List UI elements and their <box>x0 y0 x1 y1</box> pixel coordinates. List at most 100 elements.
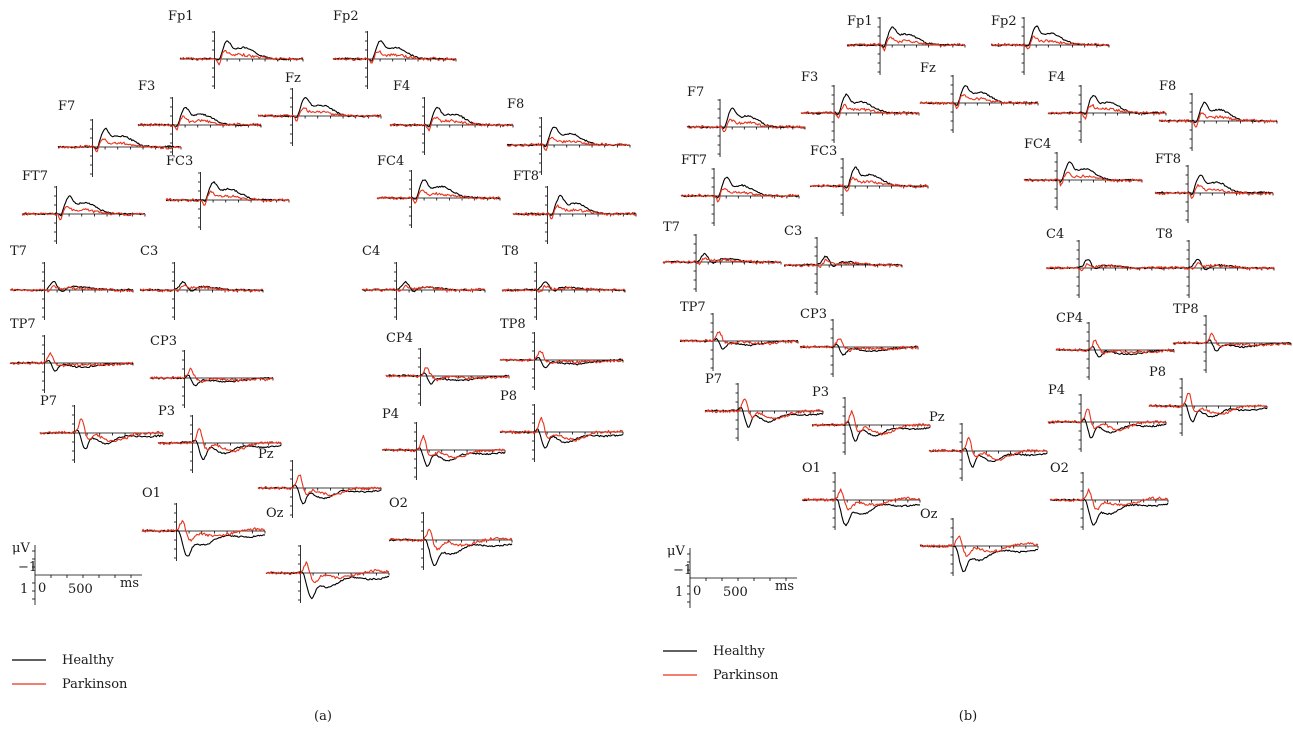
parkinson-trace-p8 <box>499 416 624 442</box>
healthy-trace-tp7 <box>680 337 799 350</box>
channel-label-p7: P7 <box>40 394 57 409</box>
healthy-trace-fp2 <box>332 40 457 62</box>
channel-o2: O2 <box>388 496 513 570</box>
channel-label-f7: F7 <box>687 85 704 100</box>
channel-p3: P3 <box>811 385 931 455</box>
parkinson-trace-cp3 <box>799 338 919 353</box>
channel-label-fc3: FC3 <box>166 154 193 169</box>
panel-a: Fp1 Fp2 Fz F3 F4 F7 F8 FC3 FC4 FT7 FT8 T7 C3 C4 T8 TP7 C… <box>9 9 637 724</box>
healthy-trace-tp7 <box>9 359 134 372</box>
healthy-trace-o1 <box>801 498 921 527</box>
healthy-trace-fp1 <box>179 40 304 61</box>
channel-cp3: CP3 <box>149 334 274 408</box>
channel-cp4: CP4 <box>385 331 510 406</box>
channel-label-pz: Pz <box>258 447 274 462</box>
healthy-trace-f3 <box>137 106 262 128</box>
channel-label-f7: F7 <box>58 99 75 114</box>
channel-p4: P4 <box>1047 383 1167 452</box>
parkinson-trace-fz <box>919 94 1039 110</box>
channel-c3: C3 <box>139 244 264 320</box>
channel-fc4: FC4 <box>376 154 501 228</box>
parkinson-trace-fc4 <box>1023 171 1143 187</box>
channel-ft7: FT7 <box>21 169 146 244</box>
channel-label-ft7: FT7 <box>22 169 48 184</box>
parkinson-trace-p7 <box>39 418 164 443</box>
parkinson-trace-fc4 <box>376 189 501 204</box>
channel-label-fc4: FC4 <box>377 154 404 169</box>
channel-label-fp2: Fp2 <box>991 14 1017 29</box>
healthy-trace-f3 <box>800 93 920 116</box>
healthy-trace-fc4 <box>1023 161 1143 183</box>
healthy-trace-ft7 <box>21 195 146 217</box>
channel-tp7: TP7 <box>9 317 134 393</box>
channel-label-f4: F4 <box>393 79 410 94</box>
scale-tick-y-upper: −1 <box>18 560 37 575</box>
channel-cp4: CP4 <box>1055 311 1175 380</box>
healthy-trace-ft8 <box>512 194 637 216</box>
channel-oz: Oz <box>265 506 390 603</box>
scale-bar: μV −1 1 0 500 ms <box>12 541 142 605</box>
parkinson-trace-p3 <box>157 428 282 453</box>
scale-tick-x-start: 0 <box>693 584 701 599</box>
channel-c3: C3 <box>783 224 903 295</box>
channel-label-fp2: Fp2 <box>333 9 359 24</box>
parkinson-trace-fp1 <box>846 36 965 52</box>
channel-o2: O2 <box>1049 461 1169 530</box>
parkinson-trace-p7 <box>704 398 824 420</box>
channel-label-cp3: CP3 <box>150 334 177 349</box>
channel-p3: P3 <box>157 404 282 473</box>
parkinson-trace-fp1 <box>179 50 304 66</box>
parkinson-trace-c4 <box>361 284 486 292</box>
channel-label-pz: Pz <box>929 410 945 425</box>
channel-p8: P8 <box>499 389 624 462</box>
parkinson-trace-f8 <box>1158 112 1278 128</box>
channel-label-c3: C3 <box>140 244 158 259</box>
scale-tick-x-mid: 500 <box>68 582 93 597</box>
parkinson-trace-f7 <box>686 118 806 133</box>
channel-label-fc3: FC3 <box>810 144 837 159</box>
channel-label-cp4: CP4 <box>386 331 413 346</box>
parkinson-trace-ft7 <box>680 187 800 203</box>
channel-t7: T7 <box>662 220 782 292</box>
channel-label-o2: O2 <box>1050 461 1069 476</box>
channel-label-o1: O1 <box>142 486 161 501</box>
channel-label-fc4: FC4 <box>1024 137 1051 152</box>
channel-f7: F7 <box>57 99 182 177</box>
channel-c4: C4 <box>361 244 486 320</box>
legend-label-healthy: Healthy <box>62 653 115 668</box>
parkinson-trace-o2 <box>388 528 513 551</box>
channel-o1: O1 <box>141 486 266 561</box>
parkinson-trace-f8 <box>506 136 631 151</box>
channel-fz: Fz <box>257 71 382 146</box>
channel-f3: F3 <box>137 79 262 155</box>
channel-fp1: Fp1 <box>846 14 966 75</box>
channel-tp8: TP8 <box>1172 302 1292 373</box>
parkinson-trace-pz <box>928 436 1048 461</box>
parkinson-trace-oz <box>265 561 390 584</box>
channel-label-tp8: TP8 <box>1173 302 1199 317</box>
healthy-trace-f4 <box>389 106 514 128</box>
channel-label-t7: T7 <box>10 244 27 259</box>
legend: Healthy Parkinson <box>663 644 779 683</box>
parkinson-trace-c4 <box>1045 263 1165 272</box>
channel-p4: P4 <box>381 407 506 480</box>
channel-label-f8: F8 <box>1159 79 1176 94</box>
channel-fc3: FC3 <box>809 144 929 216</box>
channel-label-t7: T7 <box>663 220 680 235</box>
healthy-trace-fz <box>258 97 382 118</box>
channel-label-ft7: FT7 <box>681 153 707 168</box>
parkinson-trace-p4 <box>1047 408 1167 432</box>
parkinson-trace-t8 <box>1155 262 1275 270</box>
channel-label-f3: F3 <box>138 79 155 94</box>
channel-label-p3: P3 <box>812 385 829 400</box>
channel-f8: F8 <box>1158 79 1278 151</box>
parkinson-trace-fc3 <box>809 176 929 192</box>
channel-label-tp8: TP8 <box>500 317 526 332</box>
parkinson-trace-c3 <box>783 258 903 268</box>
channel-label-oz: Oz <box>266 506 284 521</box>
channel-ft8: FT8 <box>512 169 637 244</box>
channel-label-c3: C3 <box>784 224 802 239</box>
channel-label-p3: P3 <box>158 404 175 419</box>
channel-label-c4: C4 <box>362 244 380 259</box>
scale-tick-x-mid: 500 <box>723 585 748 600</box>
